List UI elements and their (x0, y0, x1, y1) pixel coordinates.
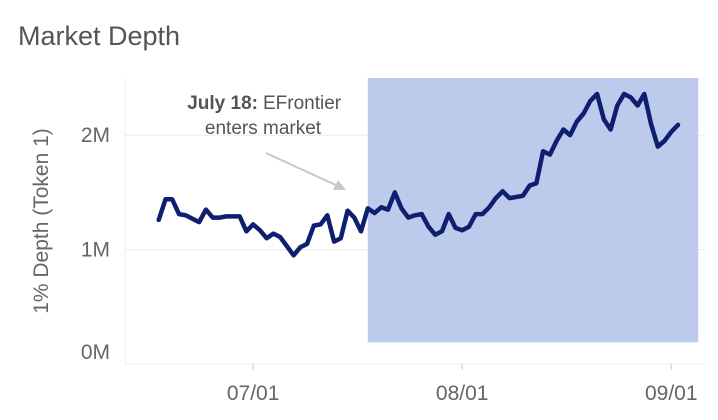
highlight-region (367, 78, 699, 343)
annotation-line: EFrontier (263, 93, 342, 114)
annotation: July 18: (187, 93, 258, 114)
data-line (156, 91, 681, 258)
y-tick-label: 1M (81, 239, 110, 262)
x-tick-label: 09/01 (645, 382, 698, 405)
chart-title: Market Depth (18, 21, 180, 51)
x-tick-label: 08/01 (436, 382, 489, 405)
annotation-date: July 18: (187, 93, 258, 114)
x-tick-label: 07/01 (227, 382, 280, 405)
annotation-arrow (265, 152, 341, 188)
y-tick-label: 0M (81, 341, 110, 364)
annotation-line: enters market (205, 118, 322, 139)
annotation-arrowhead (333, 180, 346, 190)
y-axis-label: 1% Depth (Token 1) (30, 128, 53, 314)
y-tick-label: 2M (81, 124, 110, 147)
